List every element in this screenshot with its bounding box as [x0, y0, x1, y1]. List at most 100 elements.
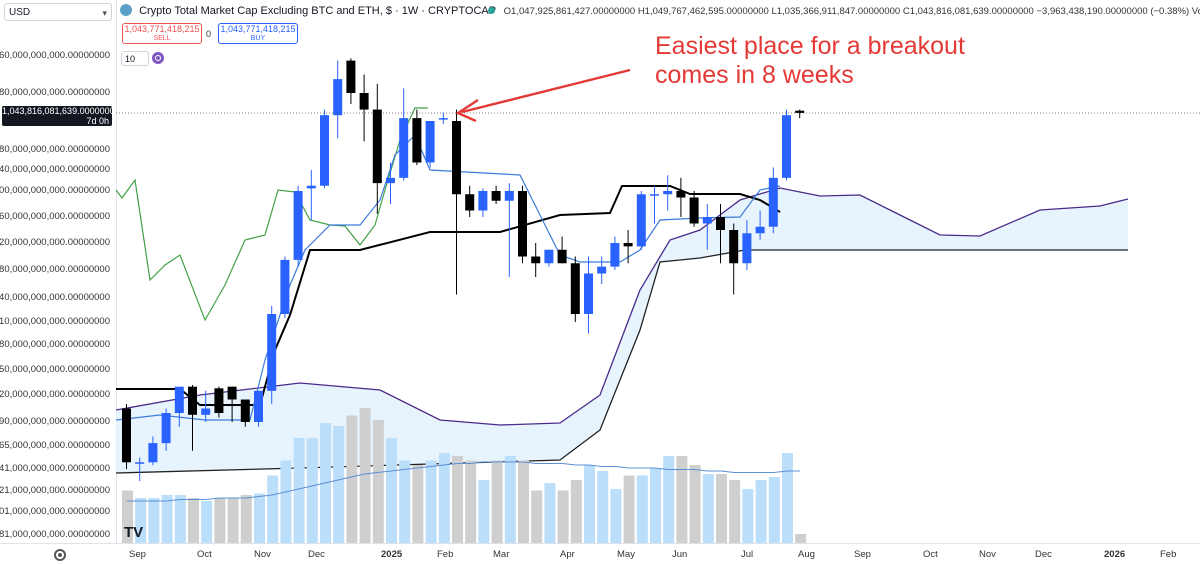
- y-tick-label: 900,000,000,000.00000000: [0, 185, 110, 196]
- volume-bar: [188, 498, 199, 543]
- volume-bar: [702, 474, 714, 543]
- symbol-title[interactable]: Crypto Total Market Cap Excluding BTC an…: [139, 5, 497, 17]
- x-tick-label: Sep: [129, 549, 146, 560]
- gear-icon[interactable]: [54, 549, 66, 561]
- volume-bar: [636, 475, 648, 543]
- volume-bar: [306, 438, 318, 543]
- candle: [267, 314, 277, 391]
- volume-bar: [399, 460, 411, 543]
- volume-ma-line: [127, 461, 801, 502]
- volume-bar: [676, 456, 688, 543]
- indicator-period-value: 10: [125, 54, 136, 64]
- volume-bar: [452, 456, 463, 543]
- x-tick-label: Nov: [254, 549, 271, 560]
- annotation-text: Easiest place for a breakout comes in 8 …: [655, 32, 965, 89]
- candle: [597, 266, 607, 274]
- candle: [689, 197, 699, 224]
- candle: [148, 443, 158, 463]
- x-tick-label: Nov: [979, 549, 996, 560]
- x-tick-label: Feb: [1160, 549, 1177, 560]
- volume-bar: [161, 495, 173, 543]
- candle: [174, 386, 184, 413]
- volume-bar: [372, 420, 384, 543]
- y-tick-label: 565,000,000,000.00000000: [0, 440, 110, 451]
- candle: [399, 118, 409, 178]
- x-tick-label: Dec: [1035, 549, 1052, 560]
- candle: [227, 386, 237, 400]
- volume-bar: [240, 495, 252, 543]
- candle: [359, 93, 369, 110]
- candle: [161, 413, 171, 444]
- candle: [425, 121, 435, 163]
- candle: [650, 194, 659, 196]
- x-tick-label: May: [617, 549, 635, 560]
- volume-bar: [148, 498, 160, 543]
- volume-bar: [504, 456, 516, 543]
- candle: [214, 388, 224, 413]
- refresh-icon[interactable]: [152, 52, 164, 64]
- candle: [518, 191, 527, 257]
- chart-header: Crypto Total Market Cap Excluding BTC an…: [120, 4, 496, 17]
- candle: [504, 191, 514, 201]
- volume-bar: [267, 475, 279, 543]
- candle: [610, 243, 620, 267]
- candle: [293, 191, 303, 260]
- y-tick-label: 710,000,000,000.00000000: [0, 316, 110, 327]
- volume-bar: [438, 453, 450, 543]
- x-tick-label: Jun: [672, 549, 688, 560]
- currency-select[interactable]: USD ▾: [4, 3, 112, 21]
- candle: [333, 79, 343, 116]
- buy-label: BUY: [250, 35, 266, 42]
- volume-bar: [650, 468, 661, 543]
- volume-bar: [254, 493, 265, 543]
- candle: [795, 110, 805, 113]
- volume-bar: [531, 490, 543, 543]
- y-tick-label: 541,000,000,000.00000000: [0, 463, 110, 474]
- candle: [412, 118, 422, 163]
- candle: [135, 462, 145, 464]
- y-tick-label: 481,000,000,000.00000000: [0, 529, 110, 540]
- buy-price: 1,043,771,418,215: [220, 24, 296, 34]
- y-tick-label: 501,000,000,000.00000000: [0, 506, 110, 517]
- candle: [240, 399, 250, 422]
- volume-bar: [584, 465, 595, 543]
- volume-bar: [689, 465, 701, 543]
- volume-bar: [135, 498, 147, 543]
- currency-label: USD: [9, 7, 31, 18]
- ichimoku-cloud: [116, 188, 1128, 473]
- buy-button[interactable]: 1,043,771,418,215 BUY: [218, 23, 298, 44]
- candle: [386, 177, 395, 184]
- candle: [201, 408, 211, 415]
- candle: [122, 408, 131, 463]
- volume-bar: [478, 480, 490, 543]
- candle: [729, 230, 739, 264]
- indicator-period-select[interactable]: 10: [121, 51, 149, 66]
- sell-button[interactable]: 1,043,771,418,215 SELL: [122, 23, 202, 44]
- candle: [320, 115, 329, 186]
- candle: [372, 109, 382, 184]
- volume-bar: [491, 460, 503, 543]
- cryptocap-logo-icon: [120, 4, 132, 16]
- y-tick-label: 740,000,000,000.00000000: [0, 292, 110, 303]
- y-tick-label: 1,080,000,000,000.00000000: [0, 87, 110, 98]
- y-tick-label: 780,000,000,000.00000000: [0, 264, 110, 275]
- candle: [557, 249, 567, 264]
- volume-bar: [280, 460, 292, 543]
- ohlc-legend: O1,047,925,861,427.00000000 H1,049,767,4…: [488, 6, 1200, 17]
- candle: [306, 185, 316, 189]
- x-tick-label: Oct: [923, 549, 938, 560]
- volume-bar: [359, 408, 371, 543]
- candle: [188, 386, 197, 415]
- volume-bar: [465, 460, 477, 543]
- candle: [570, 263, 580, 314]
- volume-bar: [425, 460, 437, 543]
- x-tick-label: 2025: [381, 549, 403, 560]
- candle: [623, 243, 633, 247]
- volume-bar: [557, 490, 569, 543]
- volume-bar: [597, 471, 609, 543]
- candle: [676, 191, 686, 198]
- y-tick-label: 980,000,000,000.00000000: [0, 144, 110, 155]
- candle: [584, 273, 593, 314]
- volume-bar: [386, 438, 397, 543]
